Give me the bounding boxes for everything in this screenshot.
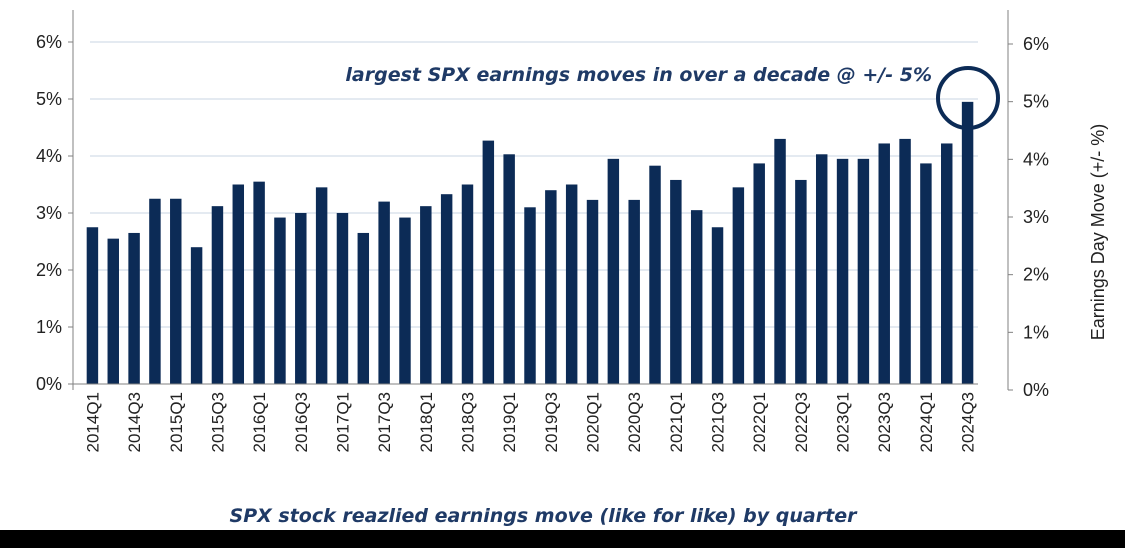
right-tick-label: 6% <box>1023 34 1049 54</box>
bar-2018Q4 <box>482 140 495 384</box>
bar-2016Q2 <box>274 217 286 384</box>
bar-2019Q2 <box>524 207 536 384</box>
bars <box>86 101 974 384</box>
right-tick-label: 1% <box>1023 322 1049 342</box>
bar-2015Q4 <box>232 184 245 384</box>
right-tick-label: 2% <box>1023 265 1049 285</box>
bar-2015Q2 <box>190 247 203 384</box>
bar-2017Q4 <box>399 217 411 384</box>
x-tick-label: 2023Q3 <box>875 392 894 453</box>
bar-2021Q3 <box>711 227 724 384</box>
left-tick-labels: 0% 1% 2% 3% 4% 5% 6% <box>36 32 73 394</box>
bar-2014Q2 <box>107 238 119 384</box>
bar-2023Q2 <box>857 158 870 384</box>
bar-2019Q4 <box>565 184 578 384</box>
bar-2017Q3 <box>378 201 390 384</box>
bar-2020Q3 <box>628 199 640 384</box>
x-tick-label: 2023Q1 <box>834 392 853 453</box>
bar-2016Q3 <box>295 213 307 384</box>
bar-2023Q1 <box>836 158 849 384</box>
bar-2014Q4 <box>149 198 161 384</box>
x-tick-label: 2015Q3 <box>208 392 227 453</box>
x-tick-label: 2016Q3 <box>292 392 311 453</box>
bar-2018Q3 <box>461 184 474 384</box>
x-tick-label: 2020Q1 <box>584 392 603 453</box>
x-tick-label: 2019Q3 <box>542 392 561 453</box>
bar-2024Q2 <box>941 143 953 384</box>
bar-2018Q1 <box>420 206 432 384</box>
left-tick-label: 3% <box>36 203 62 223</box>
right-tick-label: 3% <box>1023 207 1049 227</box>
x-tick-label: 2014Q3 <box>125 392 144 453</box>
x-tick-label: 2017Q3 <box>375 392 394 453</box>
bar-2023Q3 <box>878 143 890 384</box>
x-tick-label: 2021Q1 <box>667 392 686 453</box>
bar-2014Q3 <box>128 232 140 384</box>
bar-2024Q1 <box>920 163 932 384</box>
left-tick-label: 0% <box>36 374 62 394</box>
x-axis-label: SPX stock reazlied earnings move (like f… <box>230 505 859 527</box>
bar-2019Q3 <box>545 190 557 384</box>
bar-2018Q2 <box>440 194 453 384</box>
x-tick-labels: 2014Q1 2014Q3 2015Q1 2015Q3 2016Q1 2016Q3 2017… <box>83 392 977 453</box>
bar-2015Q3 <box>211 206 224 384</box>
bar-2020Q1 <box>586 199 599 384</box>
bar-2014Q1 <box>86 227 99 384</box>
left-tick-label: 4% <box>36 146 62 166</box>
bar-2021Q2 <box>690 210 703 384</box>
bar-2022Q3 <box>795 179 807 384</box>
x-tick-label: 2018Q1 <box>417 392 436 453</box>
right-tick-label: 0% <box>1023 380 1049 400</box>
annotation-text: largest SPX earnings moves in over a dec… <box>345 64 932 86</box>
bar-2023Q4 <box>899 138 911 384</box>
x-tick-label: 2022Q1 <box>750 392 769 453</box>
left-tick-label: 1% <box>36 317 62 337</box>
bar-2017Q1 <box>336 213 349 384</box>
x-tick-label: 2017Q1 <box>333 392 352 453</box>
highlight-circle <box>936 66 1000 130</box>
bar-2022Q4 <box>815 154 828 384</box>
x-tick-label: 2019Q1 <box>500 392 519 453</box>
x-tick-label: 2014Q1 <box>83 392 102 453</box>
bar-2020Q2 <box>607 158 620 384</box>
x-tick-label: 2024Q3 <box>959 392 978 453</box>
bar-2022Q2 <box>774 138 786 384</box>
bar-2021Q1 <box>670 179 682 384</box>
bar-2019Q1 <box>503 154 515 384</box>
x-tick-label: 2016Q1 <box>250 392 269 453</box>
bar-2021Q4 <box>732 187 745 384</box>
bar-2020Q4 <box>649 165 661 384</box>
left-tick-label: 6% <box>36 32 62 52</box>
right-tick-label: 5% <box>1023 92 1049 112</box>
x-tick-label: 2018Q3 <box>458 392 477 453</box>
bottom-border <box>0 530 1125 548</box>
right-tick-label: 4% <box>1023 149 1049 169</box>
x-tick-label: 2024Q1 <box>917 392 936 453</box>
bar-2016Q4 <box>315 187 328 384</box>
right-tick-labels: 0% 1% 2% 3% 4% 5% 6% <box>1008 34 1049 400</box>
bar-2024Q3 <box>961 101 974 384</box>
bar-2017Q2 <box>357 232 370 384</box>
bar-2015Q1 <box>170 198 182 384</box>
x-tick-label: 2021Q3 <box>709 392 728 453</box>
left-tick-label: 5% <box>36 89 62 109</box>
x-tick-label: 2022Q3 <box>792 392 811 453</box>
x-tick-label: 2020Q3 <box>625 392 644 453</box>
bar-2016Q1 <box>253 181 265 384</box>
x-tick-label: 2015Q1 <box>167 392 186 453</box>
bar-2022Q1 <box>753 163 765 384</box>
left-tick-label: 2% <box>36 260 62 280</box>
right-axis-label: Earnings Day Move (+/- %) <box>1088 124 1108 341</box>
